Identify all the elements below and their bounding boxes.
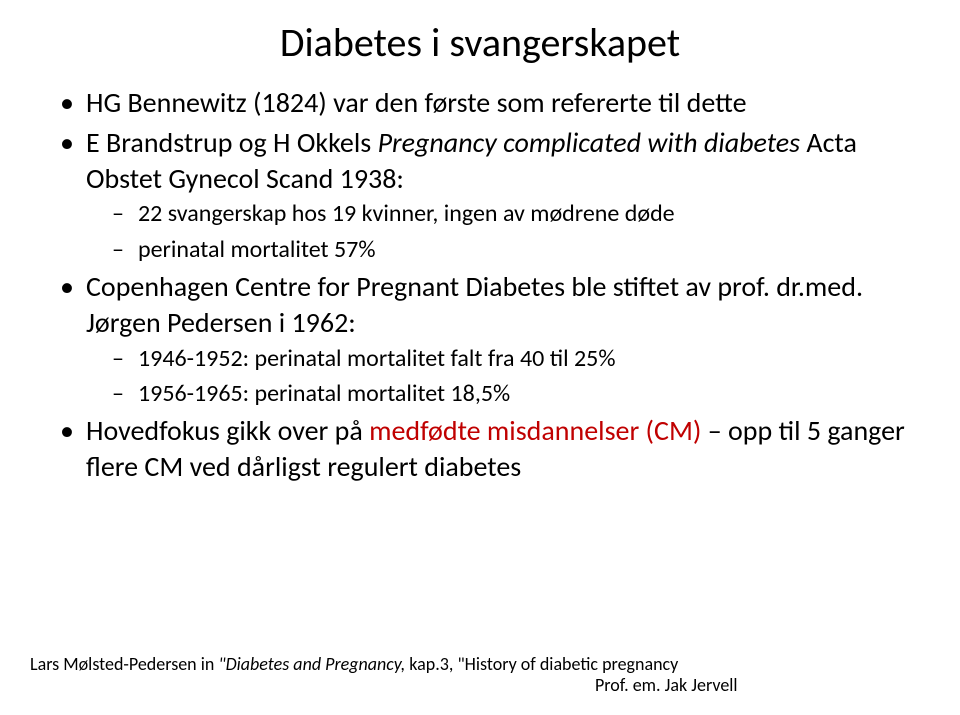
sub-bullet-list: 1946-1952: perinatal mortalitet falt fra… <box>112 343 930 409</box>
sub-bullet-item: perinatal mortalitet 57% <box>112 234 930 265</box>
bullet-text: Copenhagen Centre for Pregnant Diabetes … <box>86 269 863 340</box>
slide-title: Diabetes i svangerskapet <box>30 18 930 67</box>
sub-bullet-text: 1956-1965: perinatal mortalitet 18,5% <box>138 379 510 408</box>
bullet-list: HG Bennewitz (1824) var den første som r… <box>60 85 930 485</box>
bullet-item: E Brandstrup og H Okkels Pregnancy compl… <box>60 125 930 265</box>
bullet-item: Hovedfokus gikk over på medfødte misdann… <box>60 413 930 485</box>
sub-bullet-text: 1946-1952: perinatal mortalitet falt fra… <box>138 344 616 373</box>
sub-bullet-text: 22 svangerskap hos 19 kvinner, ingen av … <box>138 199 675 228</box>
footer-line-1: Lars Mølsted-Pedersen in "Diabetes and P… <box>30 654 738 676</box>
sub-bullet-text: perinatal mortalitet 57% <box>138 235 375 264</box>
footer-text: kap.3, "History of diabetic pregnancy <box>405 653 678 675</box>
sub-bullet-item: 1946-1952: perinatal mortalitet falt fra… <box>112 343 930 374</box>
bullet-text: Hovedfokus gikk over på <box>86 413 369 448</box>
sub-bullet-item: 1956-1965: perinatal mortalitet 18,5% <box>112 378 930 409</box>
footer-text-italic: "Diabetes and Pregnancy, <box>218 653 405 675</box>
bullet-text-italic: Pregnancy complicated with diabetes <box>378 125 800 160</box>
bullet-item: HG Bennewitz (1824) var den første som r… <box>60 85 930 121</box>
bullet-text-highlight: medfødte misdannelser (CM) <box>369 413 701 448</box>
slide: Diabetes i svangerskapet HG Bennewitz (1… <box>0 0 960 715</box>
footer: Lars Mølsted-Pedersen in "Diabetes and P… <box>30 654 738 697</box>
sub-bullet-list: 22 svangerskap hos 19 kvinner, ingen av … <box>112 198 930 264</box>
footer-text: Lars Mølsted-Pedersen in <box>30 653 218 675</box>
bullet-text: E Brandstrup og H Okkels <box>86 125 378 160</box>
bullet-text: HG Bennewitz (1824) var den første som r… <box>86 85 747 120</box>
sub-bullet-item: 22 svangerskap hos 19 kvinner, ingen av … <box>112 198 930 229</box>
footer-line-2: Prof. em. Jak Jervell <box>30 675 738 697</box>
bullet-item: Copenhagen Centre for Pregnant Diabetes … <box>60 269 930 409</box>
